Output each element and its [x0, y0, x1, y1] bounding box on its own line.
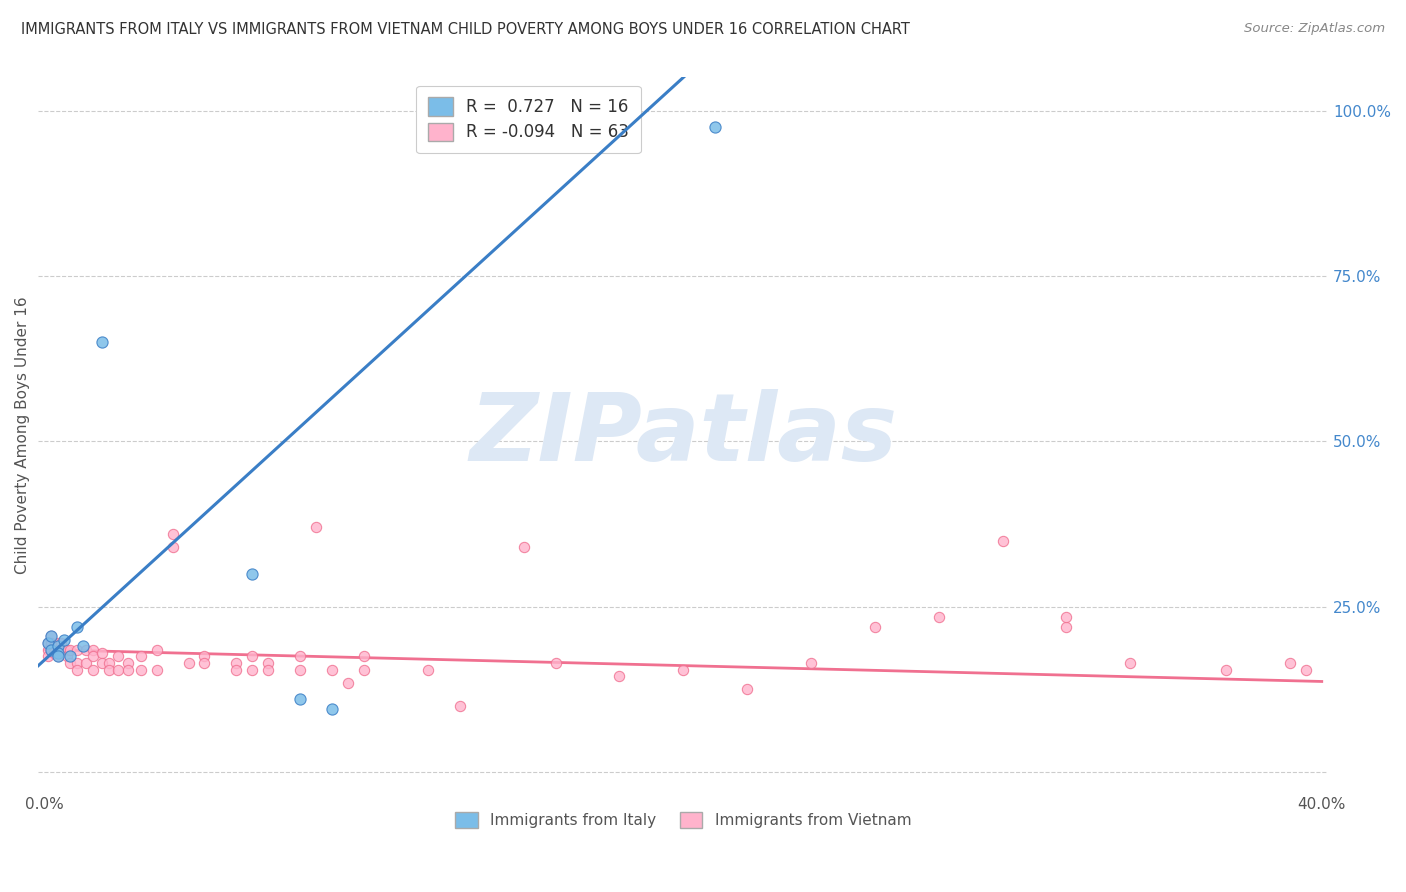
Point	[46, 640, 69, 654]
Point	[39, 642, 62, 657]
Point	[82, 642, 104, 657]
Point	[193, 649, 215, 664]
Point	[305, 520, 328, 534]
Point	[49, 642, 72, 657]
Point	[75, 656, 97, 670]
Point	[672, 663, 695, 677]
Point	[46, 642, 69, 657]
Point	[177, 656, 200, 670]
Point	[46, 646, 69, 660]
Point	[704, 120, 727, 134]
Point	[66, 656, 89, 670]
Point	[91, 656, 114, 670]
Point	[1215, 663, 1237, 677]
Point	[512, 540, 534, 554]
Point	[225, 663, 247, 677]
Point	[321, 663, 343, 677]
Point	[321, 702, 343, 716]
Point	[290, 692, 312, 706]
Point	[37, 649, 59, 664]
Point	[735, 682, 758, 697]
Point	[59, 642, 82, 657]
Point	[39, 636, 62, 650]
Point	[1054, 609, 1077, 624]
Point	[37, 636, 59, 650]
Point	[225, 656, 247, 670]
Point	[609, 669, 631, 683]
Point	[66, 619, 89, 633]
Point	[117, 656, 139, 670]
Point	[53, 632, 76, 647]
Point	[416, 663, 439, 677]
Point	[107, 649, 129, 664]
Point	[72, 640, 94, 654]
Point	[91, 646, 114, 660]
Point	[193, 656, 215, 670]
Point	[44, 640, 66, 654]
Point	[82, 663, 104, 677]
Y-axis label: Child Poverty Among Boys Under 16: Child Poverty Among Boys Under 16	[15, 296, 30, 574]
Point	[59, 656, 82, 670]
Point	[46, 649, 69, 664]
Point	[66, 642, 89, 657]
Point	[240, 663, 263, 677]
Point	[117, 663, 139, 677]
Point	[464, 123, 486, 137]
Point	[863, 619, 886, 633]
Point	[928, 609, 950, 624]
Point	[257, 656, 280, 670]
Point	[1295, 663, 1317, 677]
Point	[37, 636, 59, 650]
Point	[1278, 656, 1301, 670]
Point	[145, 663, 167, 677]
Text: Source: ZipAtlas.com: Source: ZipAtlas.com	[1244, 22, 1385, 36]
Point	[544, 656, 567, 670]
Point	[39, 630, 62, 644]
Point	[257, 663, 280, 677]
Point	[353, 663, 375, 677]
Point	[59, 649, 82, 664]
Point	[337, 675, 360, 690]
Point	[290, 663, 312, 677]
Legend: Immigrants from Italy, Immigrants from Vietnam: Immigrants from Italy, Immigrants from V…	[450, 806, 917, 834]
Point	[240, 649, 263, 664]
Point	[129, 649, 152, 664]
Point	[353, 649, 375, 664]
Point	[82, 649, 104, 664]
Point	[91, 334, 114, 349]
Text: ZIPatlas: ZIPatlas	[470, 389, 897, 481]
Point	[449, 698, 471, 713]
Point	[39, 630, 62, 644]
Point	[37, 642, 59, 657]
Point	[39, 642, 62, 657]
Point	[49, 636, 72, 650]
Point	[145, 642, 167, 657]
Point	[66, 663, 89, 677]
Point	[107, 663, 129, 677]
Point	[97, 656, 120, 670]
Text: IMMIGRANTS FROM ITALY VS IMMIGRANTS FROM VIETNAM CHILD POVERTY AMONG BOYS UNDER : IMMIGRANTS FROM ITALY VS IMMIGRANTS FROM…	[21, 22, 910, 37]
Point	[56, 642, 79, 657]
Point	[44, 646, 66, 660]
Point	[162, 540, 184, 554]
Point	[162, 527, 184, 541]
Point	[56, 649, 79, 664]
Point	[46, 649, 69, 664]
Point	[46, 636, 69, 650]
Point	[290, 649, 312, 664]
Point	[97, 663, 120, 677]
Point	[129, 663, 152, 677]
Point	[1054, 619, 1077, 633]
Point	[75, 642, 97, 657]
Point	[240, 566, 263, 581]
Point	[529, 120, 551, 134]
Point	[800, 656, 823, 670]
Point	[991, 533, 1014, 548]
Point	[1119, 656, 1142, 670]
